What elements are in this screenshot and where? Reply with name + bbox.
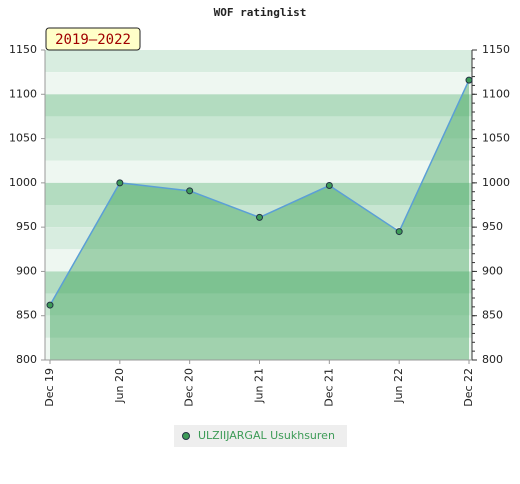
y2-tick-label: 1100	[482, 87, 510, 100]
background-stripe	[45, 94, 472, 117]
x-tick-label: Dec 19	[43, 368, 56, 407]
background-stripe	[45, 50, 472, 73]
legend-marker	[182, 432, 190, 440]
background-stripe	[45, 138, 472, 161]
annotation: 2019–2022	[55, 32, 131, 48]
y2-tick-label: 1000	[482, 176, 510, 189]
background-stripe	[45, 249, 472, 272]
x-tick-label: Dec 22	[462, 368, 475, 407]
y-tick-label: 1000	[9, 176, 37, 189]
y2-tick-label: 1150	[482, 43, 510, 56]
background-stripe	[45, 227, 472, 250]
y2-tick-label: 900	[482, 264, 503, 277]
y2-tick-label: 800	[482, 353, 503, 366]
y-tick-label: 1050	[9, 132, 37, 145]
background-stripe	[45, 72, 472, 95]
background-stripe	[45, 315, 472, 338]
x-tick-label: Jun 22	[392, 368, 405, 404]
y-tick-label: 950	[16, 220, 37, 233]
legend	[174, 425, 347, 447]
y-tick-label: 800	[16, 353, 37, 366]
point	[116, 179, 124, 187]
point	[186, 187, 194, 195]
point	[395, 228, 403, 236]
x-tick-label: Jun 20	[113, 368, 126, 404]
x-tick-label: Dec 21	[322, 368, 335, 407]
x-tick-label: Dec 20	[183, 368, 196, 407]
point	[465, 76, 473, 84]
background-stripe	[45, 337, 472, 360]
background-stripe	[45, 293, 472, 316]
point	[325, 182, 333, 190]
y-tick-label: 850	[16, 309, 37, 322]
background-stripe	[45, 116, 472, 139]
y2-tick-label: 1050	[482, 132, 510, 145]
y2-tick-label: 850	[482, 309, 503, 322]
y-tick-label: 1150	[9, 43, 37, 56]
plot-area	[45, 50, 472, 360]
legend-label: ULZIIJARGAL Usukhsuren	[198, 429, 335, 442]
chart-title: WOF ratinglist	[214, 6, 307, 19]
background-stripe	[45, 271, 472, 294]
point	[256, 213, 263, 221]
y-tick-label: 1100	[9, 87, 37, 100]
point	[46, 301, 54, 309]
annotation-box	[45, 27, 141, 51]
y2-tick-label: 950	[482, 220, 503, 233]
background-stripe	[45, 160, 472, 183]
background-stripe	[45, 182, 472, 205]
y-tick-label: 900	[16, 264, 37, 277]
x-tick-label: Jun 21	[253, 368, 266, 404]
